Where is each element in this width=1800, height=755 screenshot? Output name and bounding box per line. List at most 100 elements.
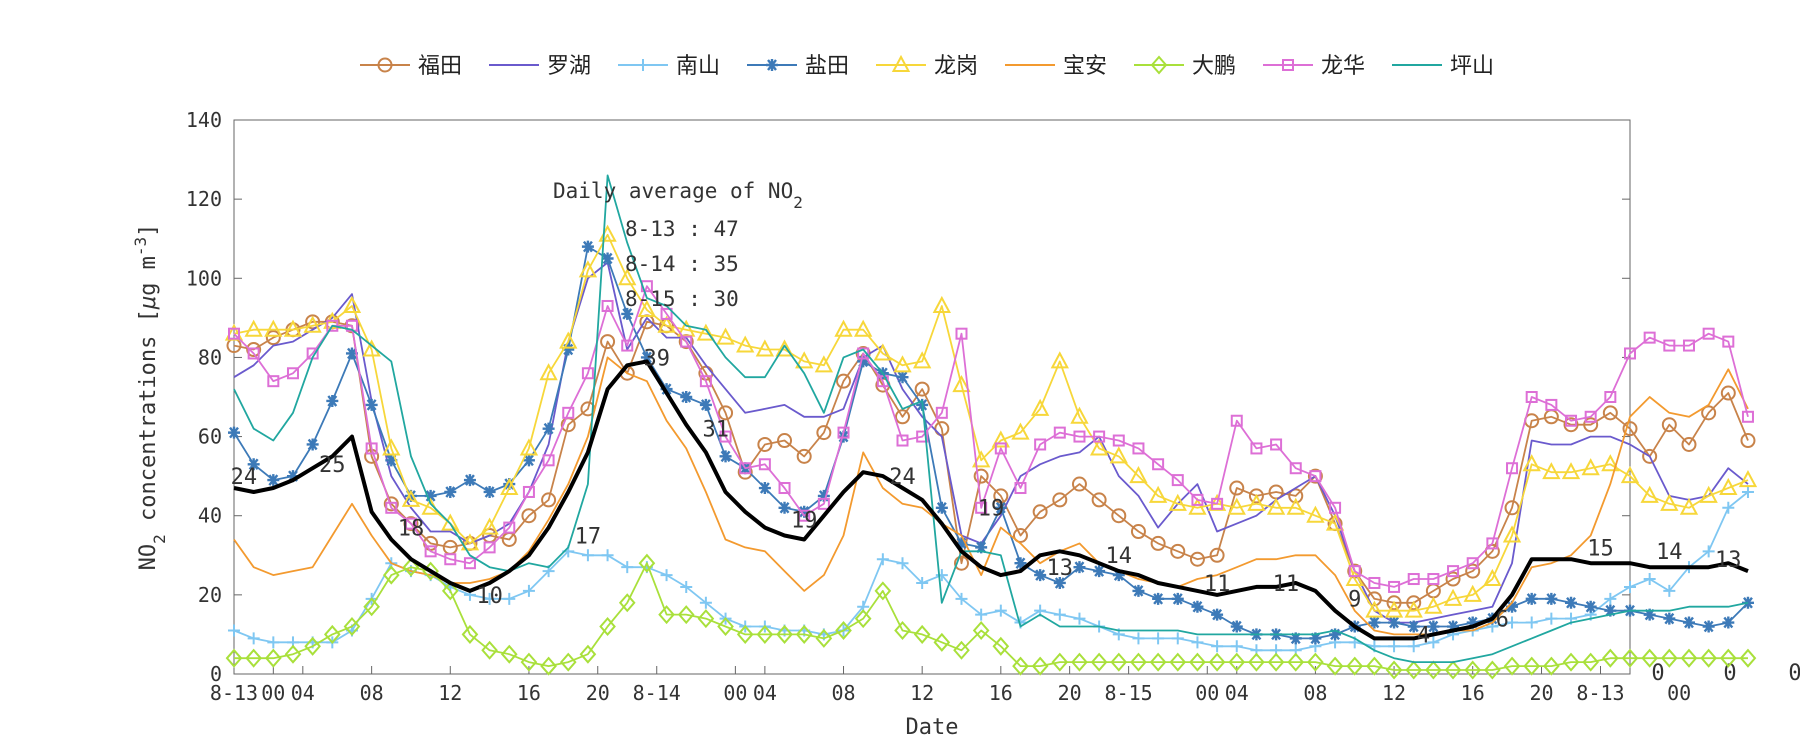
marker-shape <box>1130 652 1147 672</box>
marker-shape <box>1427 573 1440 586</box>
data-point <box>1660 648 1678 668</box>
data-point <box>1641 648 1658 668</box>
marker-shape <box>1211 497 1224 510</box>
marker-shape <box>383 496 399 512</box>
marker-shape <box>599 616 616 637</box>
x-tick-label: 20 <box>1529 681 1553 705</box>
data-point <box>578 260 598 278</box>
data-point <box>267 375 280 388</box>
marker-shape <box>1463 584 1482 602</box>
marker-shape <box>264 319 283 337</box>
data-point <box>1525 616 1538 629</box>
series-line <box>233 233 1749 612</box>
legend-label: 坪山 <box>1450 54 1494 79</box>
data-point <box>598 224 617 242</box>
marker-shape <box>893 355 912 373</box>
data-point <box>834 319 853 337</box>
data-point <box>365 398 378 411</box>
data-point <box>1484 660 1501 680</box>
marker-shape <box>1641 648 1658 668</box>
marker-shape <box>1227 497 1246 515</box>
data-point <box>519 438 539 456</box>
data-point <box>559 652 577 672</box>
data-point <box>228 327 240 340</box>
marker-shape <box>1012 528 1028 543</box>
marker-shape <box>621 561 634 574</box>
marker-shape <box>1073 561 1086 574</box>
marker-shape <box>1443 588 1463 606</box>
x-tick-label: 12 <box>438 681 462 705</box>
marker-shape <box>1329 628 1342 641</box>
data-point <box>1132 442 1145 455</box>
marker-shape <box>540 656 557 676</box>
marker-shape <box>1741 410 1754 423</box>
data-point <box>758 458 771 471</box>
data-point <box>1406 595 1422 611</box>
marker-shape <box>1011 422 1030 440</box>
marker-shape <box>952 375 971 393</box>
marker-shape <box>916 576 929 589</box>
value-label: 39 <box>643 346 670 371</box>
annotation-line: 8-15 : 30 <box>625 287 739 311</box>
marker-shape <box>1307 468 1323 484</box>
data-point <box>1388 580 1401 593</box>
data-point <box>1463 584 1482 602</box>
marker-shape <box>971 450 991 468</box>
x-tick-label: 8-13 <box>1576 681 1624 705</box>
marker-shape <box>1720 385 1736 401</box>
x-tick-label: 00 <box>1667 681 1691 705</box>
series-line <box>234 562 1748 671</box>
marker-shape <box>912 351 932 369</box>
data-point <box>1012 528 1028 543</box>
data-point <box>1287 652 1305 672</box>
marker-shape <box>1034 438 1047 451</box>
marker-shape <box>1525 391 1538 403</box>
data-point <box>1679 497 1699 515</box>
marker-shape <box>1543 656 1560 676</box>
data-point <box>1348 565 1361 578</box>
data-point <box>265 330 281 346</box>
marker-shape <box>1565 414 1578 427</box>
data-point <box>284 644 302 664</box>
data-point <box>1444 660 1462 680</box>
data-point <box>1427 636 1440 649</box>
marker-shape <box>1563 417 1579 433</box>
data-point <box>1329 501 1342 514</box>
series-line <box>233 174 1749 663</box>
y-label-part: ] <box>136 224 161 237</box>
data-point <box>972 620 990 640</box>
data-point <box>1738 469 1758 488</box>
data-point <box>1719 648 1737 668</box>
marker-shape <box>1584 600 1597 613</box>
marker-shape <box>796 448 812 464</box>
data-point <box>1307 468 1323 484</box>
data-point <box>579 644 597 664</box>
data-point <box>1266 497 1286 515</box>
marker-shape <box>1309 470 1322 483</box>
marker-shape <box>777 433 793 449</box>
legend-marker <box>766 59 778 71</box>
data-point <box>1171 474 1184 487</box>
legend-item-龙华: 龙华 <box>1263 54 1365 79</box>
marker-shape <box>1091 492 1107 508</box>
data-point <box>1130 524 1146 540</box>
data-point <box>835 620 852 640</box>
marker-shape <box>837 426 850 439</box>
value-label: 17 <box>575 524 602 549</box>
data-point <box>345 347 358 360</box>
data-point <box>1466 557 1479 570</box>
series-龙华 <box>228 280 1754 593</box>
data-point <box>975 501 988 514</box>
x-axis-label: Date <box>906 715 959 740</box>
marker-shape <box>1346 656 1364 676</box>
marker-shape <box>483 541 496 554</box>
marker-shape <box>1309 632 1322 645</box>
marker-shape <box>1466 557 1479 570</box>
data-point <box>658 605 675 625</box>
data-point <box>1288 488 1304 504</box>
data-point <box>1306 505 1325 523</box>
marker-shape <box>955 537 968 550</box>
marker-shape <box>444 553 457 566</box>
data-point <box>621 307 634 320</box>
marker-shape <box>1506 616 1519 629</box>
